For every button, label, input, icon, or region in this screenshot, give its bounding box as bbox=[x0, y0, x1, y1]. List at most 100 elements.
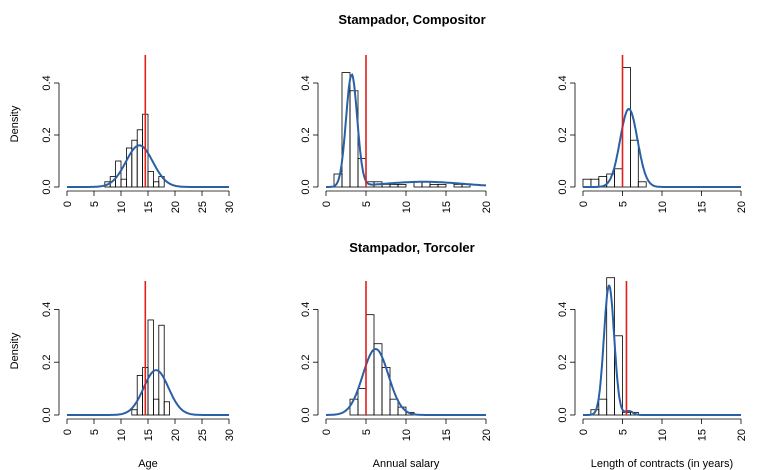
x-tick-label: 0 bbox=[62, 429, 74, 435]
x-axis-title: Age bbox=[138, 458, 158, 470]
panel-2: 0 5 10 15 20 0.0 0.2 0.4 bbox=[557, 55, 748, 213]
x-tick-label: 10 bbox=[401, 429, 413, 441]
y-axis-title: Density bbox=[9, 105, 21, 142]
x-tick-label: 0 bbox=[321, 429, 333, 435]
x-tick-label: 5 bbox=[89, 201, 101, 207]
histogram-bar bbox=[147, 319, 154, 416]
density-curve bbox=[67, 144, 229, 188]
histogram-bar bbox=[120, 178, 127, 188]
y-tick-label: 0.0 bbox=[41, 179, 53, 194]
y-tick-label: 0.4 bbox=[41, 302, 53, 317]
y-tick-label: 0.0 bbox=[300, 407, 312, 422]
density-curve bbox=[67, 369, 229, 416]
histogram-bar bbox=[630, 139, 639, 188]
x-tick-label: 20 bbox=[481, 429, 493, 441]
histogram-bar bbox=[582, 178, 592, 188]
panel-1: 0 5 10 15 20 0.0 0.2 0.4 bbox=[300, 55, 493, 213]
row-title-compositor: Stampador, Compositor bbox=[338, 12, 485, 27]
y-tick-label: 0.4 bbox=[300, 75, 312, 90]
x-tick-label: 10 bbox=[116, 201, 128, 213]
histogram-bar bbox=[437, 183, 447, 188]
x-tick-label: 15 bbox=[441, 201, 453, 213]
x-tick-label: 20 bbox=[736, 429, 748, 441]
histogram-bar bbox=[115, 160, 122, 188]
y-tick-label: 0.4 bbox=[557, 75, 569, 90]
x-tick-label: 25 bbox=[197, 201, 209, 213]
x-tick-label: 0 bbox=[578, 201, 590, 207]
x-tick-label: 15 bbox=[697, 201, 709, 213]
x-tick-label: 5 bbox=[89, 429, 101, 435]
histogram-bar bbox=[614, 168, 623, 188]
x-axis-title: Annual salary bbox=[373, 458, 440, 470]
histogram-bar bbox=[357, 388, 367, 416]
y-tick-label: 0.2 bbox=[300, 127, 312, 142]
density-curve bbox=[583, 284, 741, 416]
y-tick-label: 0.2 bbox=[557, 355, 569, 370]
y-tick-label: 0.2 bbox=[41, 127, 53, 142]
histogram-bar bbox=[147, 170, 154, 188]
y-tick-label: 0.2 bbox=[557, 127, 569, 142]
x-tick-label: 15 bbox=[441, 429, 453, 441]
histogram-bar bbox=[397, 183, 407, 188]
panel-5: 0 5 10 15 20 0.0 0.2 0.4 Length of contracts (in… bbox=[557, 277, 748, 470]
x-tick-label: 15 bbox=[143, 201, 155, 213]
histogram-bar bbox=[389, 398, 399, 416]
histogram-bar bbox=[349, 398, 359, 416]
x-tick-label: 5 bbox=[361, 201, 373, 207]
histogram-bar bbox=[152, 181, 160, 188]
x-tick-label: 30 bbox=[224, 429, 236, 441]
histogram-bar bbox=[598, 398, 608, 416]
histogram-bar bbox=[152, 398, 160, 416]
panel-3: 0 5 10 15 20 25 30 0.0 0.2 0.4 Density Age bbox=[9, 281, 236, 470]
y-tick-label: 0.0 bbox=[557, 407, 569, 422]
density-curve bbox=[326, 72, 487, 188]
x-tick-label: 10 bbox=[657, 429, 669, 441]
x-tick-label: 0 bbox=[578, 429, 590, 435]
histogram-bar bbox=[158, 324, 165, 416]
x-tick-label: 0 bbox=[62, 201, 74, 207]
x-tick-label: 25 bbox=[197, 429, 209, 441]
x-tick-label: 5 bbox=[618, 429, 630, 435]
x-tick-label: 5 bbox=[361, 429, 373, 435]
x-tick-label: 30 bbox=[224, 201, 236, 213]
y-tick-label: 0.0 bbox=[41, 407, 53, 422]
x-axis-title: Length of contracts (in years) bbox=[591, 458, 733, 470]
histogram-bar bbox=[163, 401, 170, 416]
histogram-bar bbox=[389, 183, 399, 188]
y-axis-title: Density bbox=[9, 332, 21, 369]
density-curve bbox=[583, 107, 741, 188]
x-tick-label: 0 bbox=[321, 201, 333, 207]
histogram-bar bbox=[429, 183, 439, 188]
x-tick-label: 10 bbox=[116, 429, 128, 441]
x-tick-label: 15 bbox=[697, 429, 709, 441]
x-tick-label: 10 bbox=[657, 201, 669, 213]
density-curve bbox=[326, 347, 486, 416]
x-tick-label: 10 bbox=[401, 201, 413, 213]
histogram-bar bbox=[131, 409, 138, 416]
y-tick-label: 0.4 bbox=[557, 302, 569, 317]
y-tick-label: 0.0 bbox=[557, 179, 569, 194]
histogram-bar bbox=[637, 181, 647, 188]
histogram-bar bbox=[590, 178, 600, 188]
x-tick-label: 20 bbox=[481, 201, 493, 213]
histogram-bar bbox=[453, 183, 463, 188]
panel-0: 0 5 10 15 20 25 30 0.0 0.2 0.4 Density bbox=[9, 55, 236, 213]
y-tick-label: 0.4 bbox=[300, 302, 312, 317]
x-tick-label: 15 bbox=[143, 429, 155, 441]
histogram-bar bbox=[622, 67, 631, 188]
x-tick-label: 20 bbox=[170, 429, 182, 441]
x-tick-label: 20 bbox=[736, 201, 748, 213]
panel-4: 0 5 10 15 20 0.0 0.2 0.4 Annual salary bbox=[300, 281, 493, 470]
x-tick-label: 20 bbox=[170, 201, 182, 213]
y-tick-label: 0.0 bbox=[300, 179, 312, 194]
row-title-torcoler: Stampador, Torcoler bbox=[349, 240, 474, 255]
histogram-bar bbox=[630, 411, 639, 416]
y-tick-label: 0.2 bbox=[41, 355, 53, 370]
y-tick-label: 0.2 bbox=[300, 355, 312, 370]
histogram-bar bbox=[136, 129, 143, 188]
y-tick-label: 0.4 bbox=[41, 75, 53, 90]
x-tick-label: 5 bbox=[618, 201, 630, 207]
histogram-bar bbox=[365, 314, 375, 416]
histogram-bar bbox=[614, 335, 623, 416]
